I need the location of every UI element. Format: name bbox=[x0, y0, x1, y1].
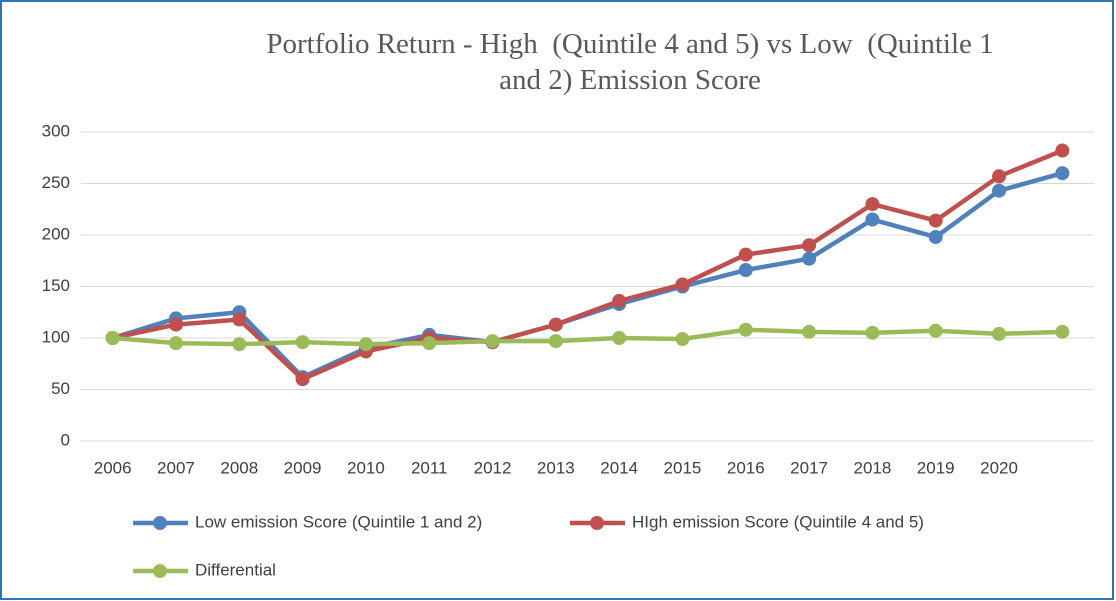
legend-label: HIgh emission Score (Quintile 4 and 5) bbox=[632, 512, 924, 531]
x-tick-label: 2010 bbox=[347, 458, 385, 477]
data-point bbox=[675, 332, 690, 347]
x-tick-label: 2020 bbox=[980, 458, 1018, 477]
x-tick-label: 2007 bbox=[157, 458, 195, 477]
data-point bbox=[1055, 324, 1070, 339]
x-tick-label: 2011 bbox=[411, 458, 448, 477]
data-point bbox=[232, 312, 247, 327]
x-tick-label: 2018 bbox=[853, 458, 891, 477]
data-point bbox=[295, 372, 310, 387]
x-tick-label: 2019 bbox=[917, 458, 955, 477]
data-point bbox=[612, 293, 627, 308]
data-point bbox=[738, 263, 753, 278]
data-point bbox=[738, 247, 753, 262]
y-tick-label: 50 bbox=[51, 379, 70, 398]
data-point bbox=[548, 317, 563, 332]
series-line bbox=[112, 327, 1063, 347]
x-tick-label: 2014 bbox=[600, 458, 638, 477]
data-point bbox=[548, 334, 563, 349]
x-tick-label: 2017 bbox=[790, 458, 828, 477]
data-point bbox=[738, 322, 753, 337]
data-point bbox=[168, 317, 183, 332]
data-point bbox=[675, 277, 690, 292]
legend-label: Low emission Score (Quintile 1 and 2) bbox=[195, 512, 482, 531]
data-point bbox=[865, 325, 880, 340]
chart-title: Portfolio Return - High (Quintile 4 and … bbox=[266, 28, 1001, 96]
y-tick-label: 100 bbox=[42, 327, 70, 346]
x-tick-label: 2012 bbox=[474, 458, 512, 477]
y-tick-label: 200 bbox=[42, 224, 70, 243]
data-point bbox=[802, 238, 817, 253]
x-tick-label: 2015 bbox=[664, 458, 702, 477]
data-point bbox=[358, 337, 373, 352]
legend-swatch-marker bbox=[590, 516, 604, 530]
data-point bbox=[232, 337, 247, 352]
data-point bbox=[485, 334, 500, 349]
data-point bbox=[105, 331, 120, 345]
x-tick-label: 2008 bbox=[220, 458, 258, 477]
y-tick-label: 0 bbox=[61, 430, 70, 449]
x-tick-label: 2006 bbox=[94, 458, 132, 477]
series-line bbox=[112, 148, 1064, 382]
data-point bbox=[1055, 166, 1070, 181]
x-tick-label: 2013 bbox=[537, 458, 575, 477]
legend-label: Differential bbox=[195, 560, 276, 579]
y-tick-label: 250 bbox=[42, 173, 70, 192]
data-point bbox=[928, 230, 943, 245]
data-point bbox=[802, 324, 817, 339]
data-point bbox=[295, 335, 310, 350]
legend-swatch-marker bbox=[153, 564, 167, 578]
legend-swatch-marker bbox=[153, 516, 167, 530]
data-point bbox=[992, 326, 1007, 341]
data-point bbox=[422, 336, 437, 351]
y-tick-label: 150 bbox=[42, 276, 70, 295]
x-tick-label: 2016 bbox=[727, 458, 765, 477]
y-tick-label: 300 bbox=[42, 121, 70, 140]
data-point bbox=[168, 336, 183, 351]
data-point bbox=[992, 183, 1007, 198]
data-point bbox=[612, 331, 627, 345]
data-point bbox=[928, 323, 943, 338]
data-point bbox=[1055, 143, 1070, 158]
data-point bbox=[802, 251, 817, 266]
x-tick-label: 2009 bbox=[284, 458, 322, 477]
data-point bbox=[992, 169, 1007, 184]
data-point bbox=[865, 212, 880, 227]
data-point bbox=[865, 197, 880, 212]
data-point bbox=[928, 213, 943, 228]
